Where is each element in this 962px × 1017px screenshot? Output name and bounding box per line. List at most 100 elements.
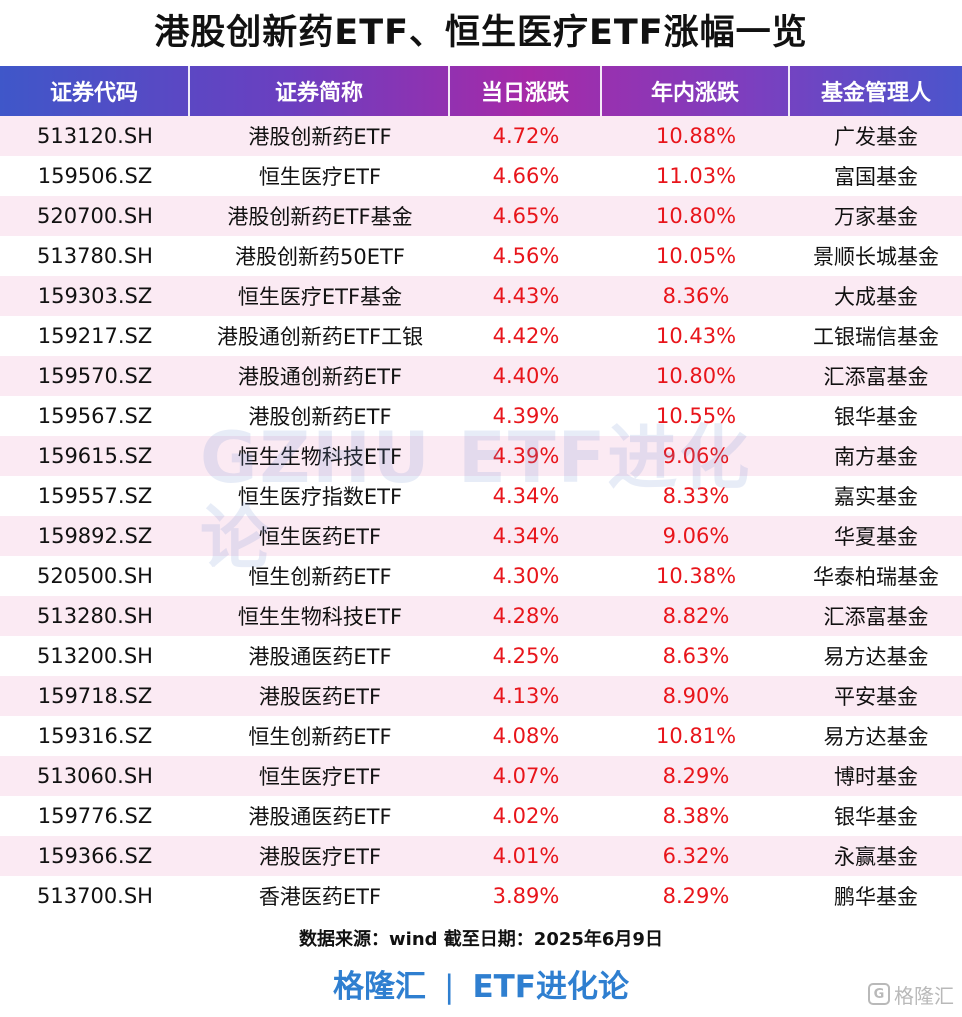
cell-ytd-change: 8.36% (662, 284, 730, 308)
cell-day-change: 4.25% (492, 644, 560, 668)
cell-code: 513700.SH (37, 884, 153, 908)
cell-ytd-change: 10.43% (655, 324, 737, 348)
cell-code: 159557.SZ (37, 484, 153, 508)
cell-day-change: 4.39% (492, 404, 560, 428)
cell-day-change: 4.28% (492, 604, 560, 628)
table-row: 159217.SZ 港股通创新药ETF工银 4.42% 10.43% 工银瑞信基金 (0, 316, 962, 356)
table-row: 159506.SZ 恒生医疗ETF 4.66% 11.03% 富国基金 (0, 156, 962, 196)
cell-manager: 大成基金 (834, 285, 918, 309)
cell-code: 159316.SZ (37, 724, 153, 748)
table-row: 159570.SZ 港股通创新药ETF 4.40% 10.80% 汇添富基金 (0, 356, 962, 396)
table-header: 证券代码 证券简称 当日涨跌 年内涨跌 基金管理人 (0, 66, 962, 116)
cell-ytd-change: 10.38% (655, 564, 737, 588)
cell-ytd-change: 6.32% (662, 844, 730, 868)
table-row: 159776.SZ 港股通医药ETF 4.02% 8.38% 银华基金 (0, 796, 962, 836)
cell-manager: 嘉实基金 (834, 485, 918, 509)
cell-manager: 博时基金 (834, 765, 918, 789)
cell-ytd-change: 8.29% (662, 764, 730, 788)
cell-ytd-change: 9.06% (662, 444, 730, 468)
cell-code: 159567.SZ (37, 404, 153, 428)
cell-ytd-change: 10.80% (655, 364, 737, 388)
table-row: 159718.SZ 港股医药ETF 4.13% 8.90% 平安基金 (0, 676, 962, 716)
cell-day-change: 4.13% (492, 684, 560, 708)
cell-code: 513780.SH (37, 244, 153, 268)
cell-day-change: 4.34% (492, 484, 560, 508)
cell-name: 恒生医疗ETF基金 (237, 285, 403, 309)
header-manager: 基金管理人 (820, 81, 931, 106)
cell-name: 恒生创新药ETF (248, 725, 392, 749)
cell-code: 513280.SH (37, 604, 153, 628)
cell-day-change: 4.08% (492, 724, 560, 748)
cell-manager: 景顺长城基金 (813, 245, 939, 269)
cell-code: 520700.SH (37, 204, 153, 228)
cell-ytd-change: 8.63% (662, 644, 730, 668)
cell-code: 159506.SZ (37, 164, 153, 188)
cell-manager: 易方达基金 (823, 725, 929, 749)
cell-ytd-change: 11.03% (655, 164, 737, 188)
cell-name: 港股创新药ETF (248, 125, 392, 149)
header-day-change: 当日涨跌 (450, 66, 602, 116)
cell-name: 恒生生物科技ETF (237, 445, 403, 469)
table-row: 513120.SH 港股创新药ETF 4.72% 10.88% 广发基金 (0, 116, 962, 156)
cell-name: 恒生医疗ETF (258, 165, 382, 189)
table-row: 159892.SZ 恒生医药ETF 4.34% 9.06% 华夏基金 (0, 516, 962, 556)
cell-name: 港股通创新药ETF工银 (216, 325, 424, 349)
cell-code: 159366.SZ (37, 844, 153, 868)
gelonghui-logo-icon: G (868, 983, 890, 1005)
cell-ytd-change: 10.05% (655, 244, 737, 268)
table-row: 159567.SZ 港股创新药ETF 4.39% 10.55% 银华基金 (0, 396, 962, 436)
cell-name: 恒生生物科技ETF (237, 605, 403, 629)
cell-day-change: 4.39% (492, 444, 560, 468)
source-note: 数据来源：wind 截至日期：2025年6月9日 (299, 929, 663, 950)
cell-name: 港股医疗ETF (258, 845, 382, 869)
cell-code: 159718.SZ (37, 684, 153, 708)
cell-manager: 华泰柏瑞基金 (813, 565, 939, 589)
cell-manager: 万家基金 (834, 205, 918, 229)
cell-manager: 银华基金 (834, 405, 918, 429)
cell-name: 香港医药ETF (258, 885, 382, 909)
cell-ytd-change: 9.06% (662, 524, 730, 548)
cell-day-change: 4.43% (492, 284, 560, 308)
table-row: 159366.SZ 港股医疗ETF 4.01% 6.32% 永赢基金 (0, 836, 962, 876)
table-row: 520500.SH 恒生创新药ETF 4.30% 10.38% 华泰柏瑞基金 (0, 556, 962, 596)
cell-code: 159217.SZ (37, 324, 153, 348)
table-row: 159316.SZ 恒生创新药ETF 4.08% 10.81% 易方达基金 (0, 716, 962, 756)
brand-right: ETF进化论 (472, 969, 629, 1005)
cell-day-change: 4.02% (492, 804, 560, 828)
cell-ytd-change: 8.33% (662, 484, 730, 508)
table-row: 520700.SH 港股创新药ETF基金 4.65% 10.80% 万家基金 (0, 196, 962, 236)
cell-day-change: 4.34% (492, 524, 560, 548)
table-row: 513780.SH 港股创新药50ETF 4.56% 10.05% 景顺长城基金 (0, 236, 962, 276)
cell-name: 恒生医疗ETF (258, 765, 382, 789)
cell-name: 港股通创新药ETF (237, 365, 403, 389)
corner-logo-text: 格隆汇 (894, 983, 954, 1008)
cell-ytd-change: 10.88% (655, 124, 737, 148)
cell-name: 港股医药ETF (258, 685, 382, 709)
header-ytd-change: 年内涨跌 (602, 66, 790, 116)
cell-name: 港股创新药50ETF (235, 245, 405, 269)
table-row: 513060.SH 恒生医疗ETF 4.07% 8.29% 博时基金 (0, 756, 962, 796)
cell-code: 159776.SZ (37, 804, 153, 828)
table-row: 513700.SH 香港医药ETF 3.89% 8.29% 鹏华基金 (0, 876, 962, 916)
cell-manager: 永赢基金 (834, 845, 918, 869)
cell-ytd-change: 10.81% (655, 724, 737, 748)
cell-day-change: 4.07% (492, 764, 560, 788)
cell-manager: 汇添富基金 (823, 605, 929, 629)
page-title: 港股创新药ETF、恒生医疗ETF涨幅一览 (154, 13, 808, 53)
cell-manager: 鹏华基金 (834, 885, 918, 909)
cell-code: 513060.SH (37, 764, 153, 788)
fund-table: 证券代码 证券简称 当日涨跌 年内涨跌 基金管理人 513120.SH 港股创新药… (0, 66, 962, 916)
table-row: 159303.SZ 恒生医疗ETF基金 4.43% 8.36% 大成基金 (0, 276, 962, 316)
cell-code: 513200.SH (37, 644, 153, 668)
cell-code: 520500.SH (37, 564, 153, 588)
cell-name: 港股通医药ETF (248, 645, 392, 669)
cell-ytd-change: 8.38% (662, 804, 730, 828)
cell-day-change: 4.56% (492, 244, 560, 268)
cell-day-change: 4.42% (492, 324, 560, 348)
cell-day-change: 4.66% (492, 164, 560, 188)
cell-ytd-change: 10.80% (655, 204, 737, 228)
cell-code: 159615.SZ (37, 444, 153, 468)
brand-left: 格隆汇 (333, 969, 427, 1005)
cell-manager: 易方达基金 (823, 645, 929, 669)
cell-manager: 富国基金 (834, 165, 918, 189)
